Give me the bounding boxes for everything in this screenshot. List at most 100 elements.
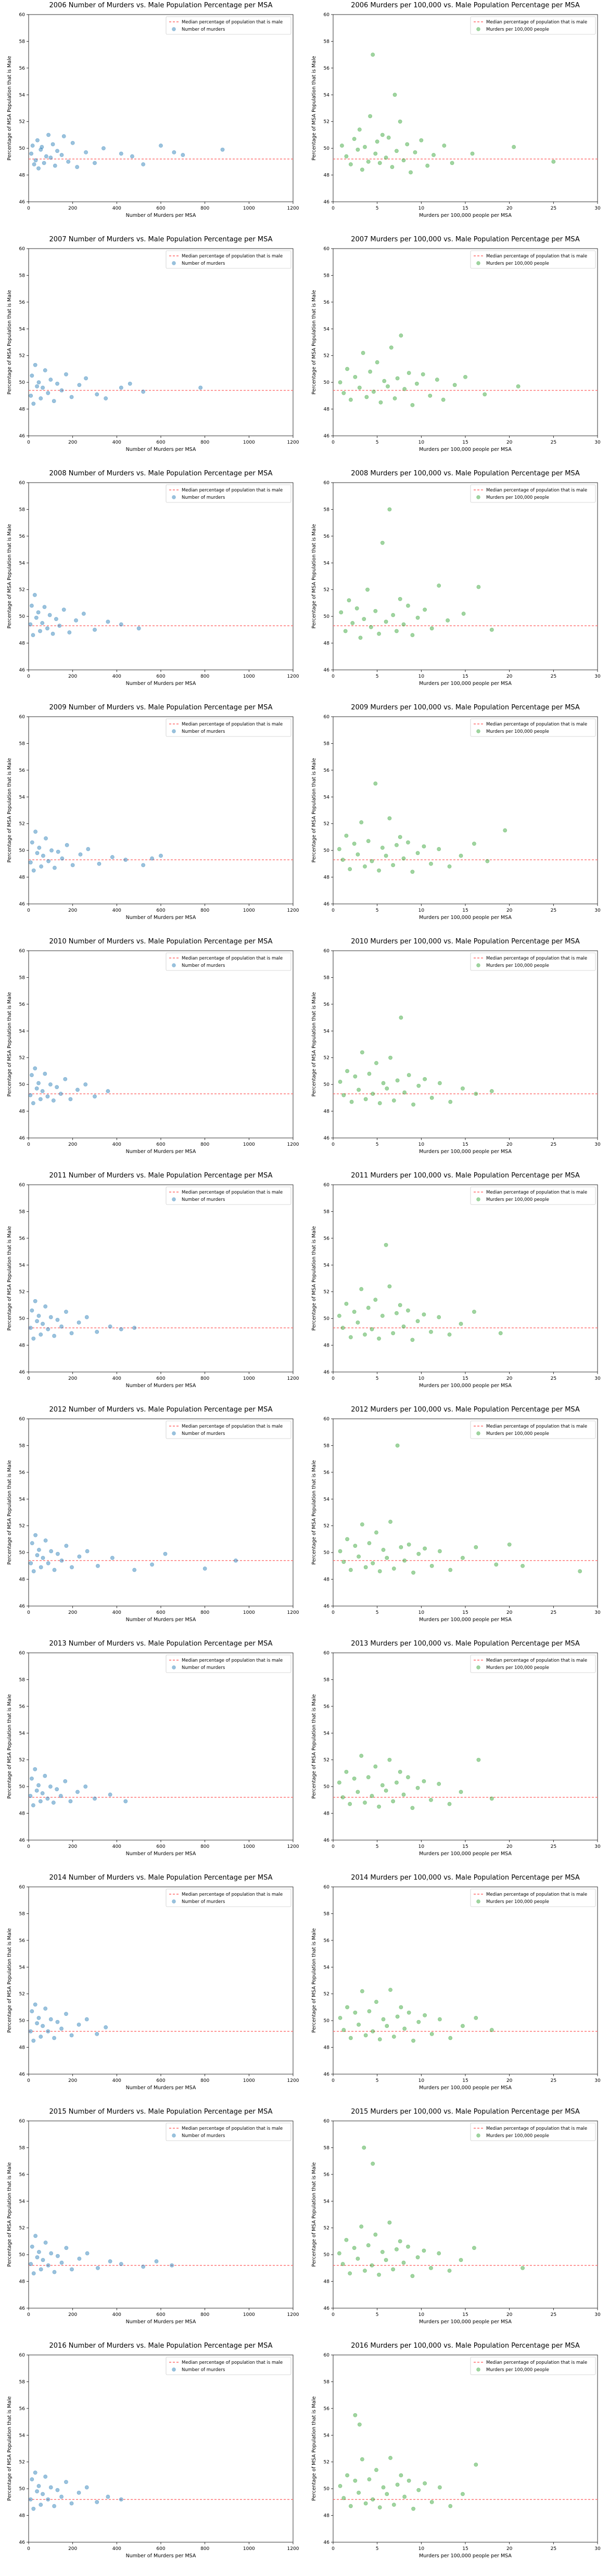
x-tick-label: 200 [68,1142,77,1147]
x-tick-label: 1200 [287,1844,299,1849]
x-tick-label: 0 [332,908,335,913]
x-tick-label: 10 [418,908,425,913]
data-point [356,1790,360,1794]
x-tick-label: 400 [112,2312,121,2318]
data-point [386,135,391,140]
data-point [48,378,53,382]
data-point [410,1338,415,1342]
legend-point-swatch [476,1899,480,1904]
y-tick-label: 50 [19,2253,26,2258]
data-point [411,2506,415,2511]
data-point [381,1081,386,1085]
data-point [422,2248,426,2253]
y-tick-label: 48 [324,1343,330,1349]
legend-label-median: Median percentage of population that is … [182,1892,283,1897]
y-tick-label: 54 [324,561,330,566]
x-tick-label: 15 [462,1610,468,1615]
data-point [395,1078,400,1083]
data-point [406,603,410,608]
data-point [373,1764,378,1769]
data-point [476,1757,481,1762]
data-point [43,1304,48,1309]
legend: Median percentage of population that is … [470,952,596,971]
y-tick-label: 48 [324,1811,330,1817]
data-point [45,626,49,631]
points-group [333,2413,598,2511]
scatter-chart-21: 2016 Murders per 100,000 vs. Male Popula… [311,2342,601,2559]
y-tick-label: 60 [324,12,330,18]
data-point [411,2038,415,2043]
data-point [414,381,419,386]
points-group [333,1443,598,1575]
y-tick-label: 48 [19,2514,26,2519]
data-point [452,383,457,387]
data-point [353,374,358,379]
x-tick-label: 10 [418,1844,425,1849]
data-point [401,158,406,163]
y-tick-label: 48 [19,1577,26,1583]
data-point [119,385,123,390]
y-tick-label: 58 [324,2145,330,2151]
x-tick-label: 400 [112,1142,121,1147]
data-point [371,53,375,57]
data-point [30,1073,34,1078]
data-point [409,170,413,175]
plot-frame [333,1652,598,1841]
legend-point-swatch [476,2367,480,2372]
data-point [55,1317,60,1322]
x-tick-label: 20 [506,206,513,211]
data-point [429,1095,434,1100]
data-point [463,374,467,379]
legend: Median percentage of population that is … [470,1888,596,1907]
data-point [483,392,487,397]
y-axis-label: Percentage of MSA Population that is Mal… [7,758,12,862]
data-point [132,1326,137,1330]
data-point [406,1308,410,1313]
data-point [373,2232,378,2237]
y-tick-label: 48 [19,1811,26,1817]
data-point [494,1562,499,1567]
data-point [338,2484,342,2488]
data-point [367,1071,372,1076]
data-point [363,864,367,869]
data-point [446,618,450,623]
y-tick-label: 58 [19,39,26,44]
x-tick-label: 1000 [243,674,255,679]
data-point [461,2492,465,2496]
data-point [48,1315,53,1319]
x-tick-label: 400 [112,206,121,211]
legend: Median percentage of population that is … [166,250,291,269]
data-point [35,2489,39,2494]
x-tick-label: 20 [506,2078,513,2083]
data-point [46,2497,50,2502]
legend-label-median: Median percentage of population that is … [182,722,283,727]
data-point [472,2246,476,2250]
data-point [398,835,402,839]
data-point [380,846,385,850]
data-point [46,2029,50,2034]
data-point [43,1774,47,1778]
data-point [356,147,360,152]
y-tick-label: 48 [19,173,26,178]
y-tick-label: 46 [19,2306,26,2311]
legend-label-points: Number of murders [182,27,225,32]
data-point [380,540,385,545]
data-point [373,781,378,786]
legend-point-swatch [172,27,176,31]
x-tick-label: 10 [418,1376,425,1381]
y-tick-label: 54 [324,1263,330,1268]
y-tick-label: 56 [19,2406,26,2412]
y-tick-label: 50 [324,380,330,385]
data-point [437,2485,442,2490]
x-tick-label: 15 [462,440,468,445]
data-point [41,1556,45,1560]
x-tick-label: 400 [112,1610,121,1615]
data-point [39,2503,43,2507]
data-point [338,1549,342,1554]
data-point [407,2478,411,2483]
y-tick-label: 60 [324,247,330,252]
data-point [31,633,35,638]
y-tick-label: 54 [324,1731,330,1736]
legend: Median percentage of population that is … [470,1654,596,1673]
x-tick-label: 0 [27,2546,30,2552]
